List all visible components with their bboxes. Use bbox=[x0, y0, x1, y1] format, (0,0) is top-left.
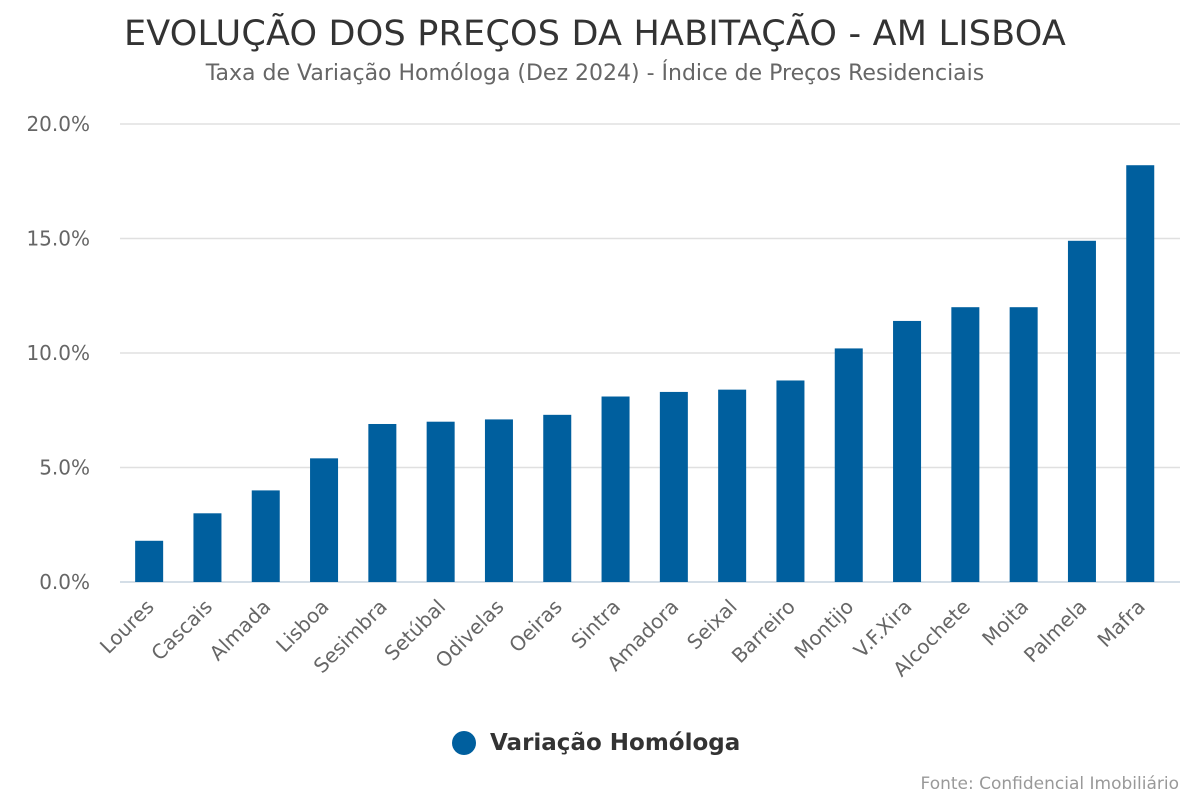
x-tick-label: Almada bbox=[205, 595, 276, 666]
bar[interactable] bbox=[543, 414, 572, 582]
y-tick-label: 20.0% bbox=[26, 112, 90, 136]
legend[interactable]: Variação Homóloga bbox=[452, 730, 740, 756]
legend-label: Variação Homóloga bbox=[490, 730, 741, 756]
y-tick-label: 0.0% bbox=[39, 570, 90, 594]
bar[interactable] bbox=[426, 421, 455, 582]
bar[interactable] bbox=[659, 391, 688, 582]
x-tick-label: Cascais bbox=[146, 595, 217, 666]
x-tick-label: Mafra bbox=[1092, 595, 1149, 652]
y-tick-label: 15.0% bbox=[26, 227, 90, 251]
y-tick-label: 5.0% bbox=[39, 456, 90, 480]
bar[interactable] bbox=[834, 348, 863, 582]
bar[interactable] bbox=[951, 307, 980, 582]
bar[interactable] bbox=[484, 419, 513, 582]
bar[interactable] bbox=[776, 380, 805, 582]
legend-dot-icon bbox=[452, 731, 476, 755]
bar[interactable] bbox=[193, 513, 222, 582]
bar[interactable] bbox=[368, 423, 397, 582]
bar[interactable] bbox=[310, 458, 339, 582]
bar-chart: 0.0%5.0%10.0%15.0%20.0%LouresCascaisAlma… bbox=[26, 112, 1180, 681]
x-tick-label: Barreiro bbox=[727, 595, 800, 668]
chart-title: EVOLUÇÃO DOS PREÇOS DA HABITAÇÃO - AM LI… bbox=[123, 14, 1067, 54]
bar[interactable] bbox=[135, 540, 164, 582]
bar[interactable] bbox=[718, 389, 747, 582]
bar[interactable] bbox=[893, 320, 922, 582]
x-tick-label: Oeiras bbox=[504, 595, 567, 658]
chart-subtitle: Taxa de Variação Homóloga (Dez 2024) - Í… bbox=[205, 61, 985, 86]
source-credit: Fonte: Confidencial Imobiliário bbox=[920, 774, 1179, 794]
x-tick-label: Palmela bbox=[1019, 595, 1092, 668]
bar[interactable] bbox=[601, 396, 630, 582]
x-tick-label: Montijo bbox=[789, 595, 858, 664]
bar[interactable] bbox=[1067, 240, 1096, 583]
bar[interactable] bbox=[251, 490, 280, 582]
bar[interactable] bbox=[1126, 165, 1155, 582]
bar[interactable] bbox=[1009, 307, 1038, 582]
x-tick-label: Moita bbox=[977, 595, 1033, 651]
y-tick-label: 10.0% bbox=[26, 341, 90, 365]
